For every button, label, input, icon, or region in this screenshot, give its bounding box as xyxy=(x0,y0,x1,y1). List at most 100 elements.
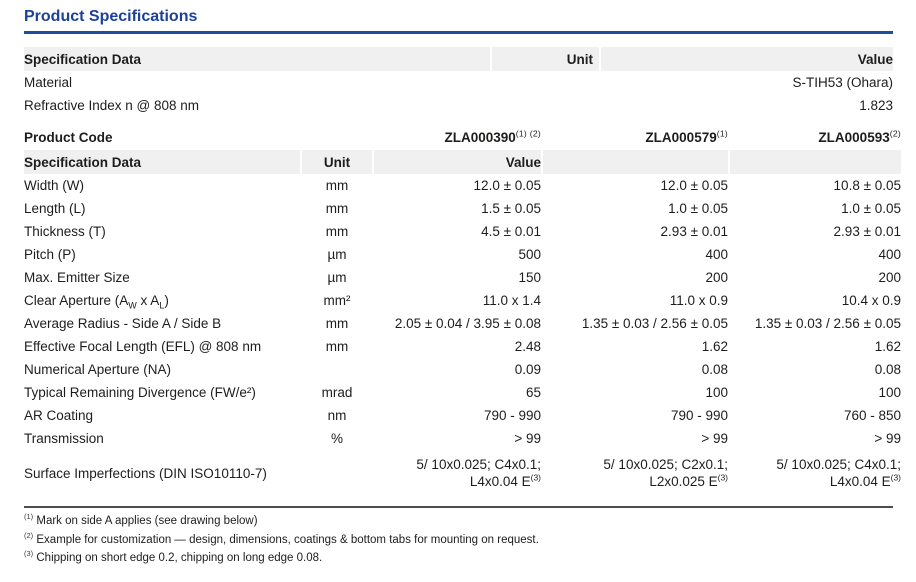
spec-value-2: 1.0 ± 0.05 xyxy=(668,201,729,216)
product-code-1: ZLA000390(1) (2) xyxy=(374,125,541,150)
footnote-marker: (1) xyxy=(24,512,34,522)
table-row-pitch: Pitch (P) µm 500 400 400 xyxy=(24,243,901,266)
spec-value-2: 100 xyxy=(705,385,729,400)
table-row-length: Length (L) mm 1.5 ± 0.05 1.0 ± 0.05 1.0 … xyxy=(24,197,901,220)
spec-value-2: 400 xyxy=(705,247,729,262)
column-header-unit: Unit xyxy=(492,47,599,71)
footnote-1: (1) Mark on side A applies (see drawing … xyxy=(24,512,893,531)
spec-value-1: 65 xyxy=(525,385,542,400)
column-header-spec-data: Specification Data xyxy=(24,47,490,71)
spec-value: 1.823 xyxy=(859,98,893,113)
page: Product Specifications Specification Dat… xyxy=(22,8,903,564)
footnote-text: Example for customization — design, dime… xyxy=(36,533,539,546)
spec-label: Effective Focal Length (EFL) @ 808 nm xyxy=(24,339,262,354)
spec-label: Length (L) xyxy=(24,201,86,216)
spec-value-3: 100 xyxy=(878,385,902,400)
spec-unit: nm xyxy=(327,408,347,423)
label-text: x A xyxy=(136,293,160,308)
spec-label: Surface Imperfections (DIN ISO10110-7) xyxy=(24,465,267,481)
column-header-empty xyxy=(730,150,902,174)
spec-unit: % xyxy=(331,431,344,446)
spec-label: Material xyxy=(24,75,73,90)
spec-value-2: 790 - 990 xyxy=(670,408,729,423)
spec-value-1: > 99 xyxy=(514,431,542,446)
spec-value-3: 5/ 10x0.025; C4x0.1; L4x0.04 E(3) xyxy=(730,450,901,496)
general-spec-header-row: Specification Data Unit Value xyxy=(24,47,893,71)
footnote-2: (2) Example for customization — design, … xyxy=(24,531,893,550)
spec-unit xyxy=(302,450,372,496)
table-row-effective-focal-length: Effective Focal Length (EFL) @ 808 nm mm… xyxy=(24,335,901,358)
label-subscript: W xyxy=(128,300,137,311)
product-code-text: ZLA000593 xyxy=(818,130,890,145)
footnote-marker: (2) xyxy=(24,530,34,540)
spec-label: Thickness (T) xyxy=(24,224,106,239)
spec-value-3: 200 xyxy=(878,270,902,285)
table-row-transmission: Transmission % > 99 > 99 > 99 xyxy=(24,427,901,450)
footnote-marker: (3) xyxy=(24,549,34,559)
spec-unit: mm xyxy=(325,339,349,354)
footnote-text: Chipping on short edge 0.2, chipping on … xyxy=(36,552,323,564)
table-row-max-emitter-size: Max. Emitter Size µm 150 200 200 xyxy=(24,266,901,289)
spec-value-2: 1.62 xyxy=(701,339,729,354)
spec-value-3: 10.4 x 0.9 xyxy=(841,293,902,308)
spec-label: Width (W) xyxy=(24,178,84,193)
product-code-footnote-marker: (1) xyxy=(716,128,729,139)
spec-unit: mm xyxy=(325,316,349,331)
value-line-1: 5/ 10x0.025; C4x0.1; xyxy=(776,457,902,472)
product-code-label: Product Code xyxy=(24,130,113,145)
column-header-spec-data: Specification Data xyxy=(24,150,300,174)
label-subscript: L xyxy=(159,300,165,311)
table-row-clear-aperture: Clear Aperture (AW x AL) mm² 11.0 x 1.4 … xyxy=(24,289,901,312)
spec-value-1: 1.5 ± 0.05 xyxy=(481,201,542,216)
spec-value-3: 0.08 xyxy=(874,362,902,377)
spec-value-2: 1.35 ± 0.03 / 2.56 ± 0.05 xyxy=(581,316,729,331)
footnote-marker: (3) xyxy=(717,472,729,483)
value-line-2: L4x0.04 E(3) xyxy=(469,472,542,489)
spec-value-2: 0.08 xyxy=(701,362,729,377)
spec-unit: µm xyxy=(327,270,347,285)
spec-value-2: 200 xyxy=(705,270,729,285)
spec-label: Typical Remaining Divergence (FW/e²) xyxy=(24,385,256,400)
spec-value-3: 10.8 ± 0.05 xyxy=(833,178,902,193)
spec-value-1: 0.09 xyxy=(514,362,542,377)
column-header-value: Value xyxy=(374,150,542,174)
spec-value-3: 1.0 ± 0.05 xyxy=(841,201,902,216)
general-spec-table: Specification Data Unit Value Material S… xyxy=(22,47,895,117)
column-header-empty xyxy=(543,150,729,174)
spec-value-1: 500 xyxy=(518,247,542,262)
column-header-unit: Unit xyxy=(302,150,373,174)
spec-value-2: 5/ 10x0.025; C2x0.1; L2x0.025 E(3) xyxy=(543,450,728,496)
label-text: ) xyxy=(164,293,169,308)
table-row-average-radius: Average Radius - Side A / Side B mm 2.05… xyxy=(24,312,901,335)
product-code-text: ZLA000579 xyxy=(645,130,717,145)
column-header-value: Value xyxy=(601,47,893,71)
spec-value-1: 12.0 ± 0.05 xyxy=(473,178,542,193)
footnote-marker: (3) xyxy=(530,472,542,483)
spec-value-3: 400 xyxy=(878,247,902,262)
spec-value-2: 12.0 ± 0.05 xyxy=(660,178,729,193)
product-spec-table: Product Code ZLA000390(1) (2) ZLA000579(… xyxy=(22,125,903,496)
spec-label: Clear Aperture (AW x AL) xyxy=(24,289,300,312)
product-code-footnote-marker: (2) xyxy=(889,128,902,139)
spec-unit: mm xyxy=(325,201,349,216)
product-code-text: ZLA000390 xyxy=(444,130,516,145)
product-spec-header-row: Specification Data Unit Value xyxy=(24,150,902,174)
table-row-ar-coating: AR Coating nm 790 - 990 790 - 990 760 - … xyxy=(24,404,901,427)
title-underline xyxy=(24,31,893,34)
spec-unit xyxy=(302,358,372,381)
spec-value-3: 2.93 ± 0.01 xyxy=(833,224,902,239)
product-code-2: ZLA000579(1) xyxy=(543,125,728,150)
spec-value-3: 1.35 ± 0.03 / 2.56 ± 0.05 xyxy=(754,316,902,331)
footnote-text: Mark on side A applies (see drawing belo… xyxy=(36,515,258,527)
value-line-1: 5/ 10x0.025; C2x0.1; xyxy=(603,457,729,472)
table-row-divergence: Typical Remaining Divergence (FW/e²) mra… xyxy=(24,381,901,404)
value-line-2: L2x0.025 E(3) xyxy=(649,472,729,489)
table-row-thickness: Thickness (T) mm 4.5 ± 0.01 2.93 ± 0.01 … xyxy=(24,220,901,243)
spec-label: Numerical Aperture (NA) xyxy=(24,362,172,377)
product-code-footnote-marker: (1) (2) xyxy=(515,128,542,139)
spec-value-1: 2.05 ± 0.04 / 3.95 ± 0.08 xyxy=(394,316,542,331)
spec-unit xyxy=(492,71,599,94)
page-title: Product Specifications xyxy=(24,8,198,25)
table-row-width: Width (W) mm 12.0 ± 0.05 12.0 ± 0.05 10.… xyxy=(24,174,901,197)
spec-value-3: 1.62 xyxy=(874,339,902,354)
